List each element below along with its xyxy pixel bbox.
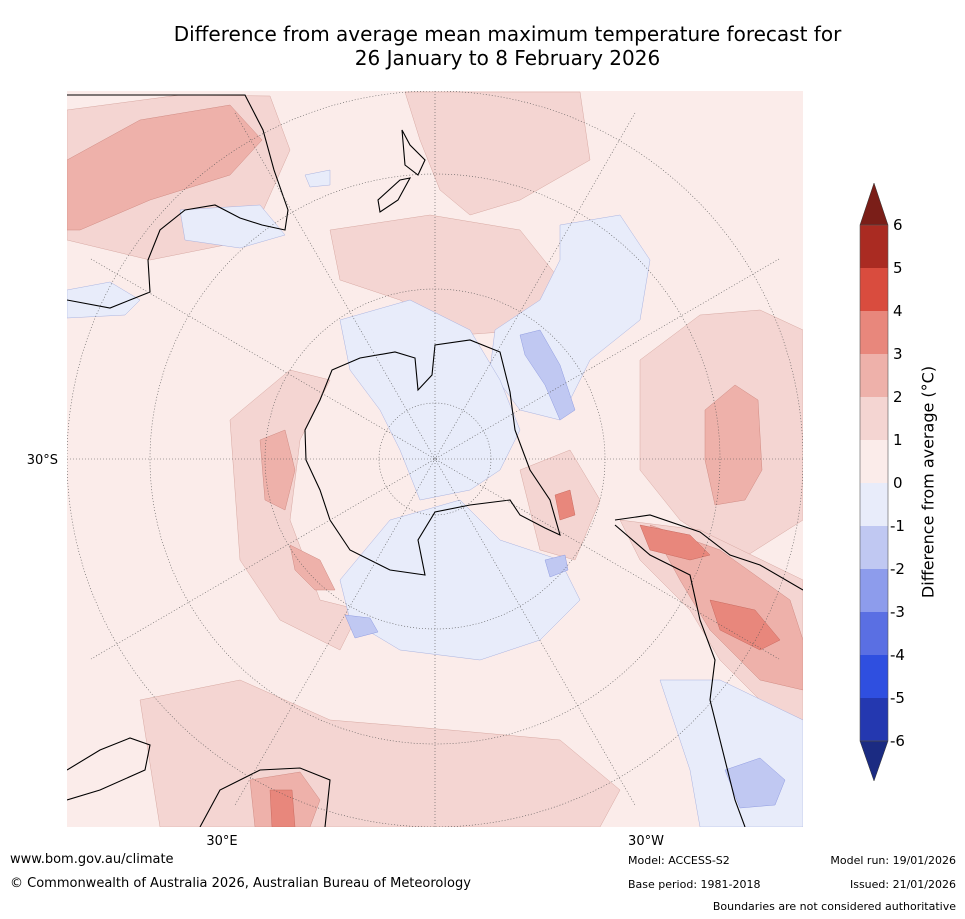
colorbar-top-extension <box>859 182 889 226</box>
anomaly-3-4-regions <box>269 489 781 827</box>
colorbar-segment-2-3 <box>860 354 888 397</box>
colorbar-tick: -2 <box>890 560 905 578</box>
colorbar-tick: 3 <box>893 345 903 363</box>
new-zealand-south-coast <box>377 177 412 213</box>
model-run-date: Model run: 19/01/2026 <box>830 854 956 867</box>
colorbar-segment-neg5-neg4 <box>860 655 888 698</box>
colorbar-tick: -5 <box>890 689 905 707</box>
colorbar-tick: -6 <box>890 732 905 750</box>
colorbar-segment-3-4 <box>860 311 888 354</box>
title-line-1: Difference from average mean maximum tem… <box>173 22 842 46</box>
website-link[interactable]: www.bom.gov.au/climate <box>10 852 174 867</box>
title-line-2: 26 January to 8 February 2026 <box>354 46 661 70</box>
colorbar-segment-4-5 <box>860 268 888 311</box>
colorbar-tick: 0 <box>893 474 903 492</box>
colorbar-segment-neg2-neg1 <box>860 526 888 569</box>
map-title: Difference from average mean maximum tem… <box>0 22 965 70</box>
colorbar-tick: 1 <box>893 431 903 449</box>
issued-date: Issued: 21/01/2026 <box>849 878 956 891</box>
colorbar-segment-neg1-0 <box>860 483 888 526</box>
latitude-label: 30°S <box>27 453 58 468</box>
colorbar-tick: -3 <box>890 603 905 621</box>
colorbar-tick: -4 <box>890 646 905 664</box>
colorbar-segment-5-6 <box>860 225 888 268</box>
colorbar: 6 5 4 3 2 1 0 -1 -2 -3 -4 -5 -6 <box>859 182 905 782</box>
colorbar-bottom-extension <box>859 740 889 782</box>
colorbar-title: Difference from average (°C) <box>918 365 938 599</box>
colorbar-tick: 6 <box>893 216 903 234</box>
antarctica-coast <box>304 339 561 576</box>
anomaly-neg2-neg1-regions <box>344 329 786 809</box>
new-zealand-north-coast <box>401 129 426 176</box>
australia-coast <box>67 94 289 309</box>
colorbar-tick: -1 <box>890 517 905 535</box>
south-america-coast <box>614 514 803 827</box>
colorbar-tick: 5 <box>893 259 903 277</box>
colorbar-segment-neg4-neg3 <box>860 612 888 655</box>
colorbar-tick: 2 <box>893 388 903 406</box>
longitude-label-30e: 30°E <box>206 834 237 849</box>
copyright-notice: © Commonwealth of Australia 2026, Austra… <box>10 876 471 891</box>
colorbar-segment-0-1 <box>860 440 888 483</box>
colorbar-segment-neg3-neg2 <box>860 569 888 612</box>
colorbar-tick-labels: 6 5 4 3 2 1 0 -1 -2 -3 -4 -5 -6 <box>890 216 905 750</box>
africa-coast <box>67 737 331 827</box>
graticule <box>67 91 803 827</box>
colorbar-segment-neg6-neg5 <box>860 698 888 741</box>
map-panel <box>67 91 803 827</box>
colorbar-outline <box>859 224 889 742</box>
colorbar-segment-1-2 <box>860 397 888 440</box>
longitude-label-30w: 30°W <box>628 834 664 849</box>
colorbar-tick: 4 <box>893 302 903 320</box>
model-info: Model: ACCESS-S2 <box>628 854 730 867</box>
boundaries-disclaimer: Boundaries are not considered authoritat… <box>712 900 956 913</box>
base-period-info: Base period: 1981-2018 <box>628 878 761 891</box>
coastlines <box>67 94 803 827</box>
